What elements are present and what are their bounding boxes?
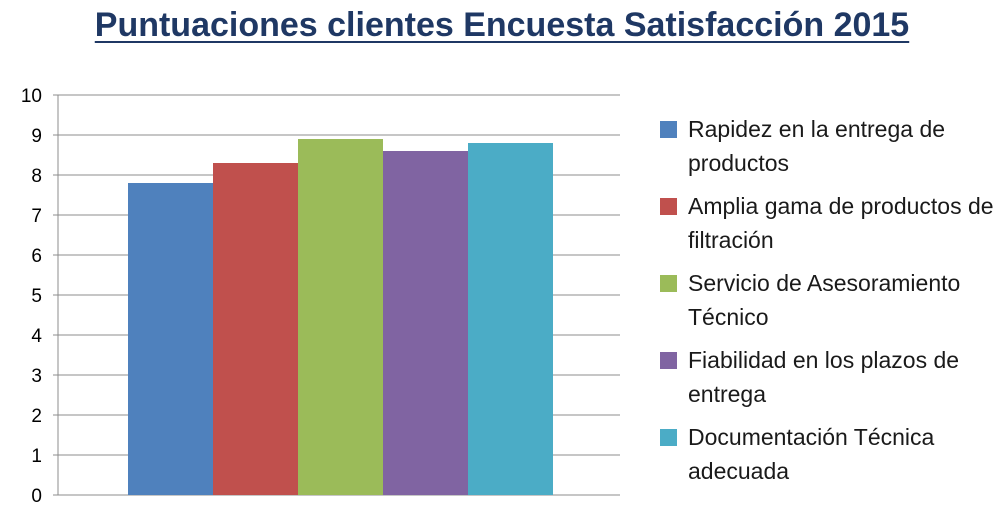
- legend-label: Documentación Técnica adecuada: [688, 424, 935, 484]
- y-tick-label: 8: [31, 166, 42, 187]
- y-tick-label: 1: [31, 446, 42, 467]
- y-tick-label: 0: [31, 486, 42, 507]
- legend-label: Servicio de Asesoramiento Técnico: [688, 270, 961, 330]
- y-tick-label: 10: [21, 86, 42, 107]
- bar-1: [128, 183, 213, 495]
- legend-swatch: [660, 429, 677, 446]
- y-tick-label: 4: [31, 326, 42, 347]
- y-tick-label: 9: [31, 126, 42, 147]
- y-tick-label: 3: [31, 366, 42, 387]
- chart-title: Puntuaciones clientes Encuesta Satisfacc…: [94, 6, 910, 44]
- legend-label: Rapidez en la entrega de productos: [688, 116, 946, 176]
- legend-item: Fiabilidad en los plazos de entrega: [660, 343, 1000, 420]
- bar-3: [298, 139, 383, 495]
- y-tick-label: 5: [31, 286, 42, 307]
- legend-item: Rapidez en la entrega de productos: [660, 112, 1000, 189]
- legend-swatch: [660, 121, 677, 138]
- legend-swatch: [660, 275, 677, 292]
- legend-label: Amplia gama de productos de filtración: [688, 193, 994, 253]
- axes: [53, 94, 59, 496]
- legend-item: Documentación Técnica adecuada: [660, 420, 1000, 497]
- legend-swatch: [660, 198, 677, 215]
- bars: [128, 139, 553, 495]
- bar-5: [468, 143, 553, 495]
- y-axis-tick-labels: 0 1 2 3 4 5 6 7 8 9 10: [21, 86, 43, 507]
- legend-swatch: [660, 352, 677, 369]
- bar-4: [383, 151, 468, 495]
- y-tick-label: 6: [31, 246, 42, 267]
- legend-item: Amplia gama de productos de filtración: [660, 189, 1000, 266]
- y-tick-label: 7: [31, 206, 42, 227]
- legend: Rapidez en la entrega de productos Amplia…: [660, 112, 1000, 497]
- legend-label: Fiabilidad en los plazos de entrega: [688, 347, 960, 407]
- bar-2: [213, 163, 298, 495]
- y-tick-label: 2: [31, 406, 42, 427]
- legend-item: Servicio de Asesoramiento Técnico: [660, 266, 1000, 343]
